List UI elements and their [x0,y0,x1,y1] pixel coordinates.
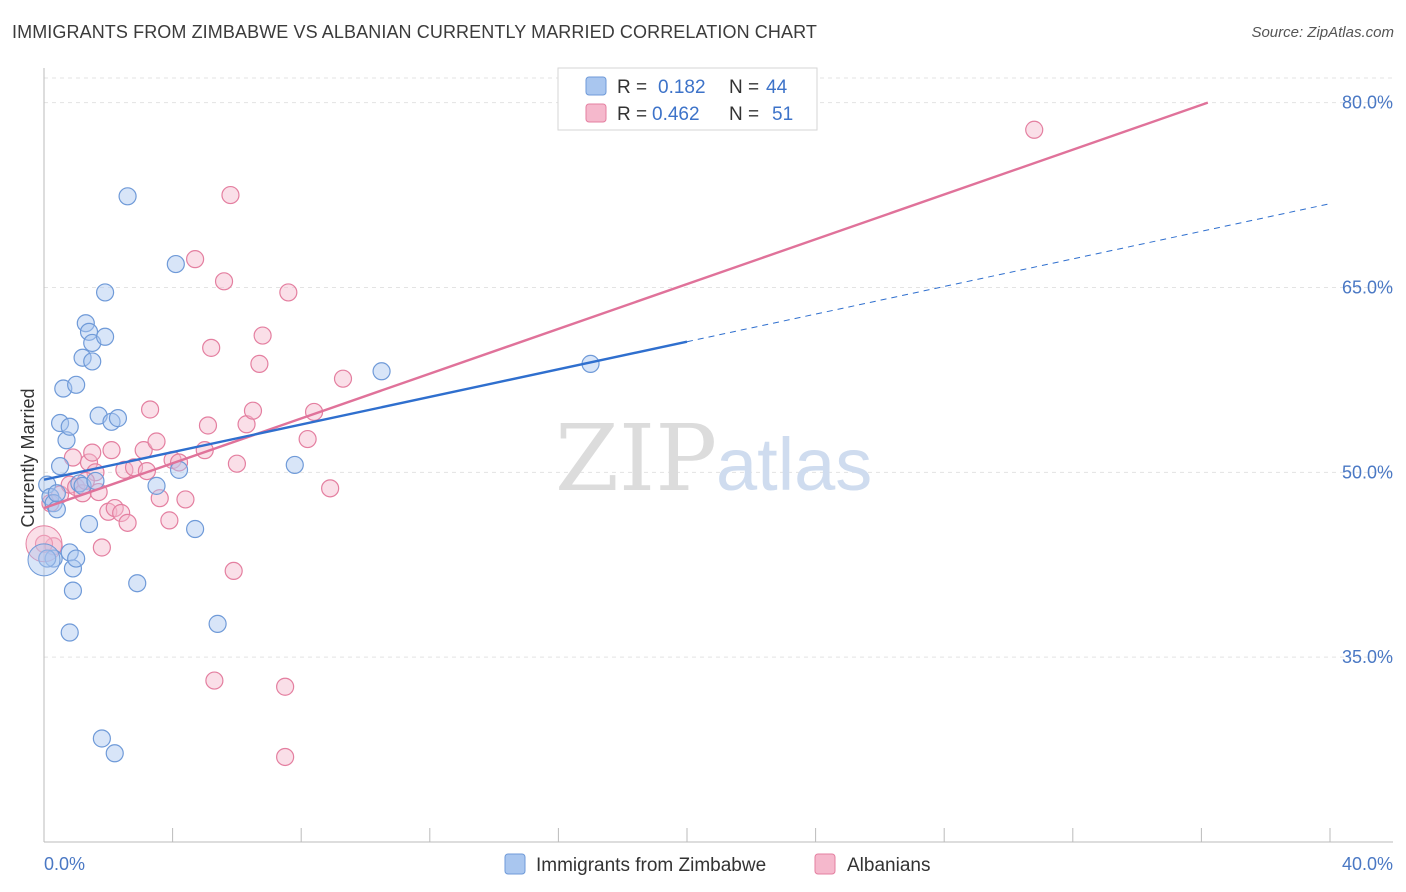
albanians-point-27 [176,490,195,509]
legend-r-label-2: R = [617,104,647,125]
zimbabwe-point-27 [95,283,115,302]
legend-n-label-2: N = [729,104,759,125]
albanians-point-33 [214,272,234,291]
y-tick-label-1: 50.0% [1342,462,1393,482]
albanians-point-22 [147,432,166,451]
x-tick-label-0: 0.0% [44,854,85,874]
albanians-point-35 [224,561,243,581]
watermark: ZIP atlas [555,405,872,512]
legend-swatch-pink [585,103,607,123]
zimbabwe-point-14 [67,375,86,394]
legend-r-value-1: 0.182 [658,77,706,98]
zimbabwe-point-18 [73,348,92,367]
zimbabwe-trend-line [43,340,688,481]
zimbabwe-point-5 [50,457,70,476]
albanians-point-34 [221,185,240,205]
zimbabwe-point-38 [285,455,304,475]
zimbabwe-point-37 [208,614,227,633]
albanians-point-13 [102,441,121,460]
albanians-point-42 [276,747,295,767]
zimbabwe-point-33 [147,476,166,495]
bottom-legend-label-zimbabwe: Immigrants from Zimbabwe [536,855,766,876]
legend-swatch-blue [585,76,607,96]
gridlines [44,77,1393,658]
albanians-point-11 [92,538,111,557]
zimbabwe-point-29 [105,744,124,763]
zimbabwe-point-13 [60,623,79,642]
albanians-point-26 [169,453,189,472]
zimbabwe-edge-point [27,543,61,577]
zimbabwe-point-41 [38,549,57,568]
albanians-point-38 [243,401,263,420]
y-tick-label-2: 65.0% [1342,277,1393,297]
y-tick-label-0: 35.0% [1342,647,1393,667]
legend: R = 0.182 N = 44 R = 0.462 N = 51 [557,67,818,131]
zimbabwe-point-4 [44,549,63,568]
albanians-point-40 [253,326,272,345]
albanians-point-48 [1025,120,1044,139]
source-label: Source: ZipAtlas.com [1251,24,1394,41]
chart-title: IMMIGRANTS FROM ZIMBABWE VS ALBANIAN CUR… [12,22,817,42]
x-tick-label-1: 40.0% [1342,854,1393,874]
albanians-point-41 [276,677,295,696]
albanians-points [25,120,1044,767]
zimbabwe-point-42 [47,484,66,503]
albanians-point-39 [250,354,269,373]
albanians-point-21 [140,400,160,419]
zimbabwe-point-25 [92,729,111,748]
zimbabwe-point-31 [118,187,137,206]
zimbabwe-point-6 [50,413,70,433]
zimbabwe-point-22 [83,352,102,371]
albanians-point-47 [333,369,353,388]
albanians-point-24 [160,511,179,530]
zimbabwe-point-26 [95,327,115,346]
legend-r-label-1: R = [617,77,647,98]
zimbabwe-point-11 [63,559,83,578]
albanians-point-28 [186,250,205,269]
zimbabwe-point-8 [57,431,76,450]
albanians-point-36 [227,454,246,473]
albanians-point-43 [279,283,298,302]
zimbabwe-point-32 [128,574,147,593]
trend-lines [43,101,1331,510]
legend-n-label-1: N = [729,77,759,98]
bottom-legend: Immigrants from Zimbabwe Albanians [504,853,930,876]
zimbabwe-point-15 [67,549,86,568]
albanians-point-15 [112,503,131,523]
albanians-point-32 [205,671,224,690]
y-axis-title: Currently Married [18,388,38,527]
zimbabwe-point-30 [108,409,128,428]
bottom-legend-swatch-pink [814,853,836,875]
zimbabwe-points [27,187,600,763]
albanians-point-17 [118,513,137,532]
watermark-atlas: atlas [716,423,872,506]
zimbabwe-point-12 [63,581,83,600]
legend-n-value-2: 51 [772,104,793,125]
albanians-point-8 [83,443,102,462]
albanians-point-44 [298,429,317,449]
legend-n-value-1: 44 [766,77,788,98]
zimbabwe-point-39 [372,362,391,381]
zimbabwe-point-34 [166,254,185,274]
legend-r-value-2: 0.462 [652,104,700,125]
axes [43,68,1393,843]
zimbabwe-trend-extension [686,203,1331,343]
zimbabwe-point-20 [79,514,99,534]
albanians-point-30 [198,416,218,435]
albanians-point-46 [321,479,340,498]
albanians-trend-line [43,101,1209,510]
zimbabwe-point-36 [186,519,205,539]
zimbabwe-point-9 [60,417,79,436]
albanians-point-31 [202,338,221,357]
bottom-legend-label-albanians: Albanians [847,855,930,876]
watermark-zip: ZIP [555,405,717,512]
tick-labels: 35.0% 50.0% 65.0% 80.0% 0.0% 40.0% [44,93,1393,874]
bottom-legend-swatch-blue [504,853,526,875]
y-tick-label-3: 80.0% [1342,93,1393,113]
